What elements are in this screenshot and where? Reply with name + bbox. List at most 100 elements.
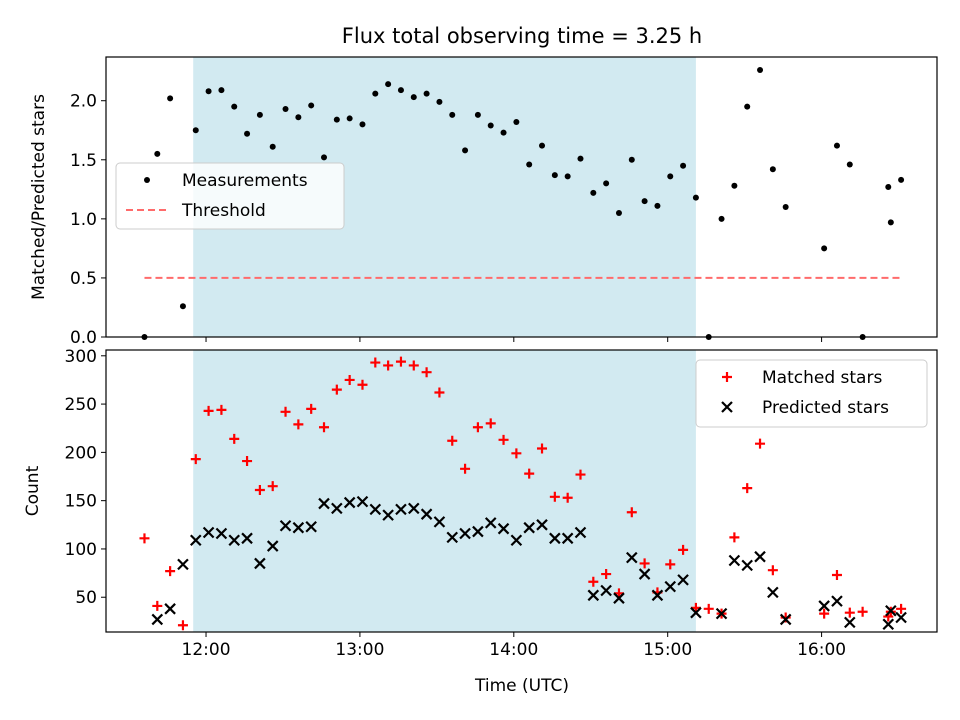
- matched-point: [742, 483, 753, 494]
- matched-point: [755, 438, 766, 449]
- legend: Matched stars Predicted stars: [695, 359, 928, 428]
- measurement-point: [487, 122, 494, 129]
- predicted-point: [215, 527, 228, 540]
- legend-label-threshold: Threshold: [181, 201, 266, 221]
- predicted-point: [677, 574, 689, 586]
- matched-point: [831, 570, 842, 581]
- predicted-point: [484, 517, 497, 529]
- matched-point: [370, 357, 381, 368]
- axes-frame: [105, 349, 938, 633]
- predicted-point: [574, 526, 587, 539]
- measurement-point: [564, 173, 571, 180]
- measurement-point: [308, 102, 315, 109]
- predicted-point: [164, 603, 176, 615]
- matched-point: [177, 620, 188, 631]
- measurement-point: [154, 150, 161, 157]
- measurement-point: [692, 194, 699, 201]
- measurement-point: [577, 155, 584, 162]
- measurement-point: [833, 142, 840, 149]
- matched-point: [588, 576, 599, 587]
- predicted-point: [189, 534, 202, 547]
- matched-point: [447, 435, 458, 446]
- y-tick-label: 1.5: [70, 151, 97, 171]
- y-tick-label: 200: [65, 443, 97, 463]
- predicted-point: [882, 618, 895, 631]
- matched-point: [229, 433, 240, 444]
- predicted-point: [331, 502, 343, 515]
- matched-point: [306, 403, 317, 414]
- measurement-point: [256, 111, 263, 118]
- predicted-point: [767, 586, 779, 599]
- top-panel-ratio: 0.0 0.5 1.0 1.5 2.0 Matched/Predicted stars Me…: [29, 56, 938, 348]
- predicted-point: [420, 508, 433, 520]
- legend-marker-matched-stars: [722, 372, 732, 382]
- matched-point: [421, 367, 432, 378]
- measurement-point: [359, 121, 366, 128]
- matched-point: [729, 532, 740, 543]
- matched-point: [280, 406, 291, 417]
- measurement-point: [885, 183, 892, 190]
- matched-point: [819, 608, 830, 619]
- predicted-point: [587, 589, 600, 602]
- matched-point: [896, 603, 907, 614]
- predicted-point: [177, 558, 189, 571]
- measurement-point: [667, 173, 674, 180]
- predicted-point: [885, 604, 897, 617]
- y-axis-label: Count: [23, 465, 43, 516]
- predicted-point: [895, 611, 907, 624]
- measurement-point: [551, 172, 558, 179]
- measurement-point: [346, 115, 353, 122]
- predicted-point: [446, 531, 459, 544]
- legend-marker-predicted-stars: [721, 401, 733, 413]
- predicted-point: [318, 497, 330, 510]
- matched-point: [460, 463, 471, 474]
- measurement-point: [526, 161, 533, 168]
- measurement-point: [244, 130, 251, 137]
- measurement-point: [718, 215, 725, 222]
- matched-point: [511, 448, 522, 459]
- measurement-point: [192, 127, 199, 134]
- predicted-point: [818, 600, 830, 612]
- measurement-point: [436, 98, 443, 105]
- matched-point: [319, 422, 330, 433]
- predicted-point: [510, 534, 523, 547]
- matched-point: [383, 360, 394, 371]
- predicted-point: [305, 520, 317, 533]
- predicted-point: [549, 532, 561, 545]
- predicted-point: [292, 521, 305, 534]
- x-tick-label: 16:00: [797, 640, 846, 660]
- x-tick-label: 13:00: [335, 640, 384, 660]
- measurement-point: [179, 303, 186, 310]
- y-tick-label: 100: [65, 540, 97, 560]
- predicted-point: [715, 607, 728, 620]
- matched-point: [344, 374, 355, 385]
- legend-label-matched-stars: Matched stars: [762, 368, 882, 388]
- matched-point: [780, 612, 791, 623]
- measurement-point: [449, 111, 456, 118]
- measurement-point: [397, 87, 404, 94]
- measurement-point: [887, 219, 894, 226]
- matched-point: [190, 454, 201, 465]
- predicted-point: [651, 589, 664, 602]
- matched-point: [165, 566, 176, 577]
- matched-point: [601, 569, 612, 580]
- predicted-point: [228, 534, 241, 547]
- measurement-point: [628, 156, 635, 163]
- predicted-point: [561, 532, 574, 545]
- measurement-point: [654, 202, 661, 209]
- matched-point: [703, 603, 714, 614]
- matched-point: [485, 418, 496, 429]
- matched-point: [524, 468, 535, 479]
- y-tick-label: 250: [65, 395, 97, 415]
- matched-point: [767, 565, 778, 576]
- matched-point: [267, 481, 278, 492]
- measurement-point: [218, 87, 225, 94]
- predicted-point: [690, 606, 702, 619]
- predicted-point: [202, 526, 215, 539]
- y-tick-label: 300: [65, 347, 97, 367]
- predicted-point: [151, 613, 164, 626]
- measurement-point: [641, 198, 648, 205]
- matched-point: [139, 533, 150, 544]
- predicted-point: [459, 527, 471, 540]
- predicted-point: [343, 496, 356, 509]
